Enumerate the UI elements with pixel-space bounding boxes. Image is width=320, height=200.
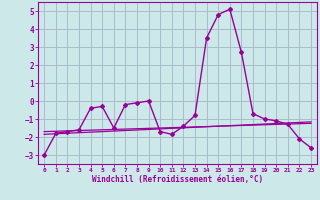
X-axis label: Windchill (Refroidissement éolien,°C): Windchill (Refroidissement éolien,°C) bbox=[92, 175, 263, 184]
